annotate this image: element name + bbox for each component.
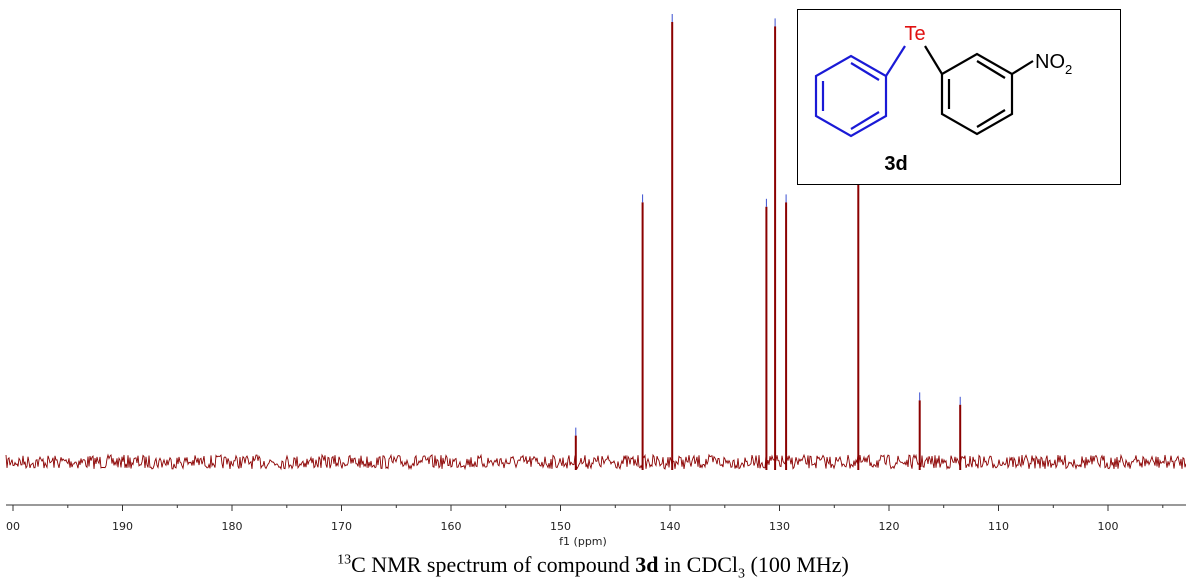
te-atom-label: Te (904, 23, 925, 45)
bond-te-left (885, 45, 906, 77)
x-tick-label-5: 150 (550, 520, 571, 533)
caption-text-2: in CDCl (658, 552, 738, 577)
structure-box: Te NO2 3d (797, 9, 1121, 185)
molecule-structure: Te NO2 3d (814, 23, 1072, 175)
caption-superscript: 13 (337, 552, 352, 568)
x-tick-label-4: 160 (441, 520, 462, 533)
x-tick-label-1: 190 (112, 520, 133, 533)
baseline-noise-trace (5, 453, 1186, 471)
x-tick-label-9: 110 (988, 520, 1009, 533)
caption-subscript: 3 (738, 566, 745, 582)
figure-caption: 13C NMR spectrum of compound 3d in CDCl3… (0, 552, 1186, 582)
x-tick-label-8: 120 (879, 520, 900, 533)
baseline-noise (5, 453, 1186, 471)
x-axis: 0019018017016015014013012011010090807060… (6, 504, 1186, 533)
bond-te-right (924, 45, 943, 75)
bond-no2 (1011, 60, 1034, 75)
caption-compound: 3d (635, 552, 659, 577)
nitro-group-label: NO2 (1035, 51, 1072, 77)
nitrophenyl-ring (940, 52, 1014, 136)
caption-text-3: (100 MHz) (745, 552, 849, 577)
x-tick-label-2: 180 (222, 520, 243, 533)
x-tick-label-0: 00 (6, 520, 20, 533)
x-tick-label-3: 170 (331, 520, 352, 533)
caption-text-1: C NMR spectrum of compound (351, 552, 636, 577)
x-tick-label-6: 140 (660, 520, 681, 533)
compound-label: 3d (884, 153, 907, 175)
x-tick-label-10: 100 (1098, 520, 1119, 533)
x-tick-label-7: 130 (769, 520, 790, 533)
phenyl-ring-left (814, 54, 888, 138)
peaks-group (574, 14, 962, 470)
x-axis-title: f1 (ppm) (559, 535, 607, 548)
